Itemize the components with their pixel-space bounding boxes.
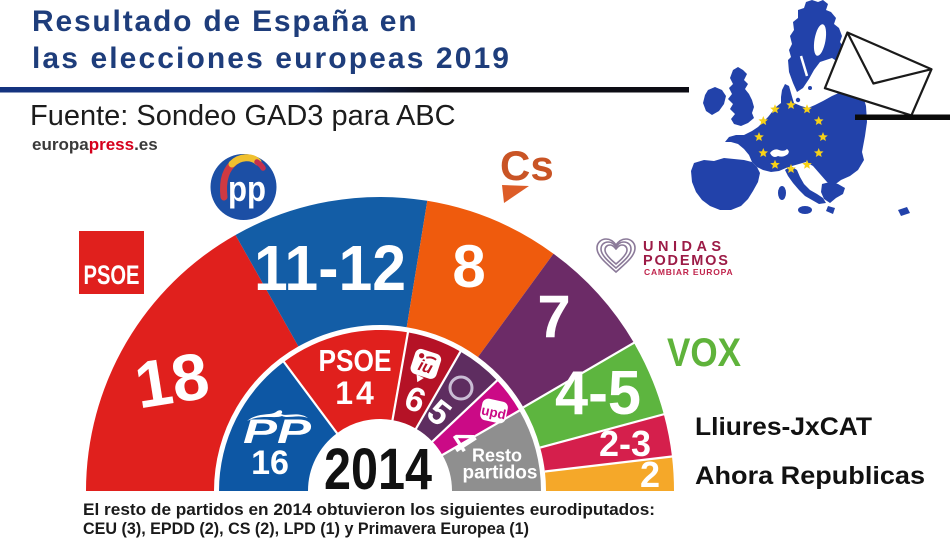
svg-text:PODEMOS: PODEMOS <box>643 253 730 269</box>
svg-text:14: 14 <box>335 375 377 411</box>
svg-text:CAMBIAR EUROPA: CAMBIAR EUROPA <box>644 267 733 277</box>
svg-text:11-12: 11-12 <box>254 232 406 304</box>
svg-text:partidos: partidos <box>463 463 538 484</box>
svg-text:Fuente: Sondeo GAD3 para ABC: Fuente: Sondeo GAD3 para ABC <box>30 100 456 132</box>
svg-text:2014: 2014 <box>324 437 432 502</box>
svg-text:7: 7 <box>537 283 570 350</box>
svg-text:Cs: Cs <box>500 142 554 189</box>
svg-text:El resto de partidos en 2014 o: El resto de partidos en 2014 obtuvieron … <box>83 500 655 519</box>
svg-text:pp: pp <box>228 168 266 209</box>
svg-text:16: 16 <box>251 444 289 482</box>
svg-text:Resto: Resto <box>472 446 522 466</box>
svg-text:Ahora Republicas: Ahora Republicas <box>695 462 925 490</box>
svg-text:europapress.es: europapress.es <box>32 135 158 154</box>
svg-text:2: 2 <box>640 454 660 495</box>
svg-text:2-3: 2-3 <box>599 423 651 464</box>
svg-text:Lliures-JxCAT: Lliures-JxCAT <box>695 413 872 441</box>
svg-text:Resultado de España en: Resultado de España en <box>32 5 418 38</box>
svg-text:PSOE: PSOE <box>319 343 392 378</box>
svg-text:las elecciones europeas 2019: las elecciones europeas 2019 <box>32 42 511 75</box>
svg-text:PP: PP <box>243 413 311 451</box>
svg-text:VOX: VOX <box>667 331 741 375</box>
svg-text:upd: upd <box>480 403 507 423</box>
svg-text:UNIDAS: UNIDAS <box>643 239 726 255</box>
svg-text:iu: iu <box>416 357 435 378</box>
svg-text:18: 18 <box>130 338 214 423</box>
svg-text:4-5: 4-5 <box>555 359 641 428</box>
svg-text:CEU (3), EPDD (2), CS (2), LPD: CEU (3), EPDD (2), CS (2), LPD (1) y Pri… <box>83 519 529 538</box>
svg-text:PSOE: PSOE <box>84 260 140 290</box>
svg-text:8: 8 <box>452 233 485 300</box>
